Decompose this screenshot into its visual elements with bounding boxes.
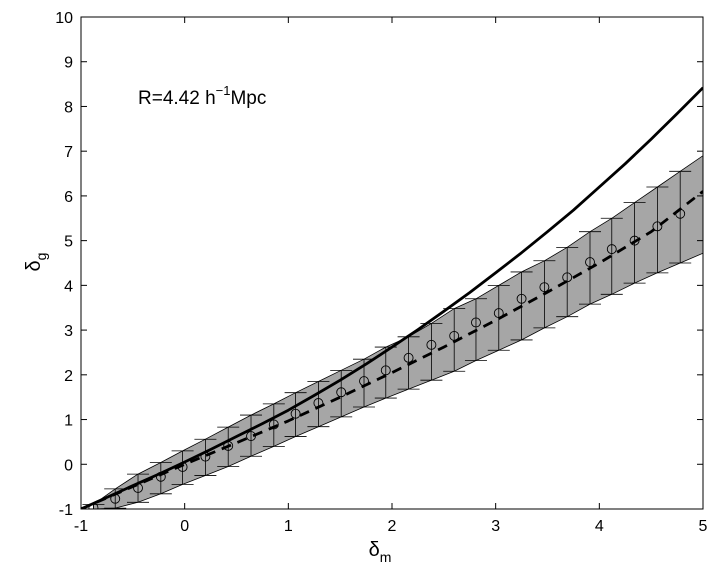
error-bars (82, 170, 692, 509)
data-point (177, 462, 188, 472)
data-point (606, 244, 617, 255)
x-axis-label: δm (369, 539, 392, 565)
y-tick-label: 0 (64, 457, 73, 474)
data-point (652, 221, 663, 232)
data-point (516, 293, 527, 304)
series-lines (81, 86, 703, 509)
x-tick-label: -1 (74, 518, 88, 535)
data-points (88, 208, 686, 509)
data-point (380, 365, 391, 376)
y-tick-label: 7 (64, 144, 73, 161)
data-point (133, 483, 143, 493)
shaded-band (93, 155, 703, 509)
annotation-prefix: R=4.42 h (138, 88, 216, 109)
data-point (539, 282, 550, 293)
data-point (359, 376, 369, 387)
data-point (155, 471, 166, 482)
y-axis-label: δg (23, 253, 49, 272)
data-point (675, 208, 686, 219)
y-axis-subscript: g (33, 253, 49, 261)
x-tick-label: 3 (491, 518, 500, 535)
data-point (585, 257, 595, 268)
y-tick-label: 5 (64, 234, 73, 251)
x-axis-symbol: δ (369, 539, 380, 561)
y-tick-label: 1 (64, 413, 73, 430)
x-tick-label: 0 (180, 518, 189, 535)
data-point (88, 502, 99, 509)
radius-annotation: R=4.42 h−1Mpc (138, 83, 266, 109)
annotation-superscript: −1 (216, 83, 231, 98)
data-point (223, 440, 234, 451)
data-point (290, 408, 301, 419)
data-point (562, 272, 573, 283)
x-tick-label: 4 (595, 518, 604, 535)
data-point (449, 330, 460, 341)
data-point (493, 308, 504, 319)
data-point (313, 398, 324, 408)
y-tick-label: 10 (55, 10, 73, 27)
data-point (471, 317, 481, 328)
data-point (246, 431, 256, 442)
y-tick-label: 8 (64, 99, 73, 116)
y-tick-label: 4 (64, 278, 73, 295)
data-point (629, 235, 640, 246)
axis-ticks (80, 16, 704, 510)
annotation-suffix: Mpc (230, 88, 266, 109)
solid-line (81, 86, 703, 509)
y-tick-label: 6 (64, 189, 73, 206)
data-point (268, 419, 279, 430)
confidence-band (93, 155, 703, 509)
data-point (426, 339, 437, 350)
x-tick-label: 1 (284, 518, 293, 535)
data-point (110, 493, 121, 504)
data-point (336, 387, 347, 398)
x-tick-label: 2 (388, 518, 397, 535)
data-point (403, 352, 414, 363)
y-tick-label: 2 (64, 368, 73, 385)
y-tick-label: 9 (64, 55, 73, 72)
y-axis-symbol: δ (23, 260, 45, 271)
y-tick-label: -1 (59, 502, 73, 519)
x-tick-labels: -1 0 1 2 3 4 5 (74, 518, 708, 535)
y-tick-labels: -1 0 1 2 3 4 5 6 7 8 9 10 (55, 10, 73, 519)
y-tick-label: 3 (64, 323, 73, 340)
data-point (200, 451, 211, 462)
x-axis-subscript: m (380, 549, 392, 565)
x-tick-label: 5 (699, 518, 708, 535)
